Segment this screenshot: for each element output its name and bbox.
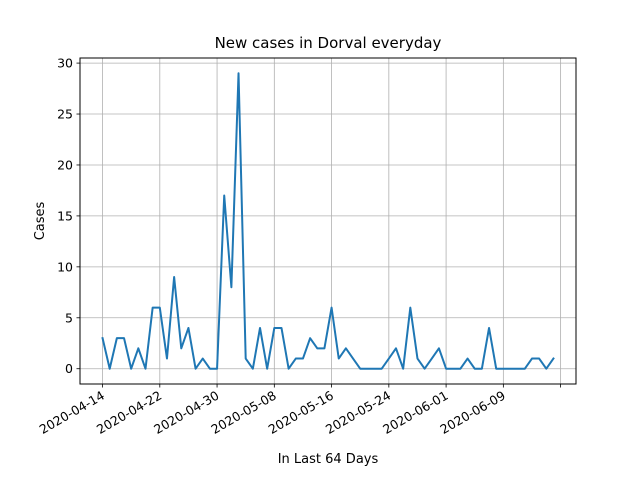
series-line xyxy=(101,72,555,370)
y-tick-label: 15 xyxy=(57,208,73,223)
y-tick-label: 0 xyxy=(65,361,73,376)
chart-title: New cases in Dorval everyday xyxy=(215,34,442,52)
series-layer xyxy=(101,72,555,370)
x-axis-label: In Last 64 Days xyxy=(278,452,379,467)
y-tick-label: 25 xyxy=(57,107,73,122)
y-tick-label: 5 xyxy=(65,310,73,325)
y-tick-label: 30 xyxy=(57,56,73,71)
y-tick-label: 10 xyxy=(57,259,73,274)
y-axis-ticks: 0 5 10 15 20 25 30 xyxy=(57,56,80,376)
y-axis-label: Cases xyxy=(33,201,48,240)
plot-frame xyxy=(79,57,577,385)
y-tick-label: 20 xyxy=(57,157,73,172)
